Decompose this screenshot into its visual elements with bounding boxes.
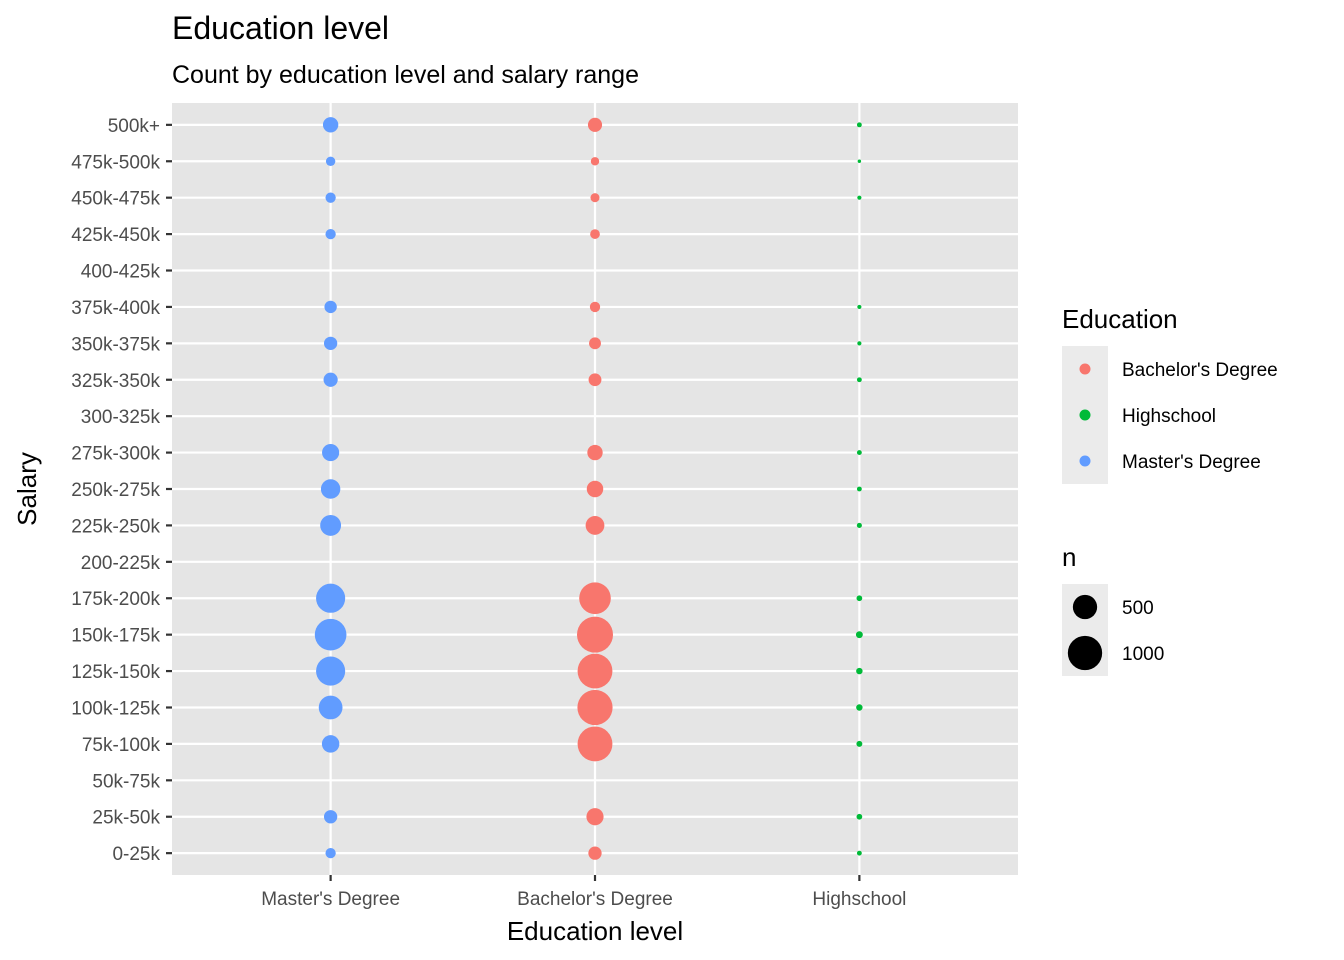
point-highschool-125k-150k [856, 667, 863, 675]
point-master-s-degree-0-25k [325, 848, 336, 859]
point-bachelor-s-degree-450k-475k [590, 193, 600, 203]
point-bachelor-s-degree-375k-400k [589, 301, 601, 313]
y-tick-label: 400-425k [81, 262, 161, 283]
point-master-s-degree-25k-50k [323, 810, 338, 824]
legend-education: Education Bachelor's Degree Highschool Mas… [1062, 304, 1278, 484]
y-tick-label: 25k-50k [92, 808, 160, 829]
point-highschool-275k-300k [856, 450, 862, 456]
point-highschool-250k-275k [856, 486, 862, 492]
legend-color-title: Education [1062, 304, 1178, 334]
point-highschool-225k-250k [856, 522, 862, 528]
y-tick-label: 250k-275k [71, 480, 160, 501]
point-bachelor-s-degree-125k-150k [577, 653, 613, 689]
point-master-s-degree-475k-500k [325, 156, 336, 166]
point-bachelor-s-degree-350k-375k [589, 337, 601, 350]
legend-label-bachelor-s-degree: Bachelor's Degree [1122, 360, 1278, 381]
y-tick-label: 125k-150k [71, 662, 160, 683]
point-highschool-75k-100k [856, 740, 863, 747]
y-tick-label: 150k-175k [71, 626, 160, 647]
point-bachelor-s-degree-100k-125k [577, 689, 613, 726]
x-axis: Master's Degree Bachelor's Degree Highscho… [261, 875, 906, 910]
y-axis-title: Salary [12, 452, 42, 526]
point-master-s-degree-350k-375k [323, 336, 338, 350]
legend-size-key-1000 [1067, 635, 1103, 671]
point-bachelor-s-degree-500k [587, 117, 603, 132]
point-master-s-degree-500k [322, 117, 339, 133]
point-master-s-degree-325k-350k [323, 372, 338, 387]
data-points [314, 117, 863, 860]
legend-size-label-500: 500 [1122, 598, 1154, 619]
y-tick-label: 325k-350k [71, 371, 160, 392]
point-highschool-350k-375k [857, 341, 862, 346]
y-tick-label: 425k-450k [71, 225, 160, 246]
y-tick-label: 0-25k [112, 844, 160, 865]
point-highschool-100k-125k [856, 704, 863, 711]
point-highschool-500k [856, 122, 862, 128]
point-master-s-degree-75k-100k [321, 735, 340, 753]
legend-size-title: n [1062, 542, 1076, 572]
y-tick-label: 100k-125k [71, 698, 160, 719]
point-bachelor-s-degree-175k-200k [579, 582, 611, 615]
y-tick-label: 375k-400k [71, 298, 160, 319]
y-tick-label: 200-225k [81, 553, 161, 574]
point-bachelor-s-degree-0-25k [588, 846, 602, 860]
point-highschool-0-25k [856, 850, 862, 856]
legend-size-label-1000: 1000 [1122, 644, 1164, 665]
point-master-s-degree-175k-200k [316, 583, 346, 613]
point-master-s-degree-150k-175k [314, 618, 347, 651]
y-tick-label: 175k-200k [71, 589, 160, 610]
x-axis-title: Education level [507, 916, 683, 946]
point-master-s-degree-375k-400k [324, 300, 337, 314]
y-tick-label: 75k-100k [82, 735, 161, 756]
x-tick-label: Highschool [812, 889, 906, 910]
legend-key-bachelor-s-degree [1079, 363, 1091, 375]
y-tick-label: 275k-300k [71, 444, 160, 465]
point-bachelor-s-degree-475k-500k [590, 157, 600, 166]
point-highschool-475k-500k [857, 159, 862, 163]
y-tick-label: 300-325k [81, 407, 161, 428]
point-bachelor-s-degree-250k-275k [586, 480, 604, 498]
point-master-s-degree-225k-250k [320, 514, 342, 536]
point-bachelor-s-degree-275k-300k [587, 444, 603, 461]
point-bachelor-s-degree-425k-450k [590, 229, 600, 239]
point-bachelor-s-degree-225k-250k [585, 516, 605, 535]
point-highschool-150k-175k [855, 631, 863, 639]
legend-label-master-s-degree: Master's Degree [1122, 452, 1261, 473]
point-master-s-degree-250k-275k [320, 479, 341, 499]
point-bachelor-s-degree-25k-50k [586, 808, 604, 826]
point-master-s-degree-425k-450k [325, 228, 336, 240]
point-bachelor-s-degree-75k-100k [577, 726, 613, 762]
chart-subtitle: Count by education level and salary rang… [172, 61, 639, 89]
x-tick-label: Master's Degree [261, 889, 400, 910]
y-tick-label: 500k+ [108, 116, 160, 137]
y-tick-label: 350k-375k [71, 334, 160, 355]
legend-key-highschool [1079, 409, 1091, 421]
point-master-s-degree-100k-125k [318, 695, 343, 720]
point-highschool-375k-400k [857, 304, 862, 310]
y-tick-label: 50k-75k [92, 771, 160, 792]
point-bachelor-s-degree-325k-350k [588, 373, 602, 387]
point-highschool-450k-475k [857, 195, 862, 200]
legend-size: n 500 1000 [1062, 542, 1164, 676]
point-bachelor-s-degree-150k-175k [577, 616, 613, 653]
y-tick-label: 450k-475k [71, 189, 160, 210]
legend-key-master-s-degree [1079, 455, 1091, 467]
point-highschool-25k-50k [856, 813, 863, 820]
point-highschool-325k-350k [856, 377, 862, 383]
chart-title: Education level [172, 10, 389, 46]
point-master-s-degree-450k-475k [325, 192, 336, 203]
y-tick-label: 475k-500k [71, 152, 160, 173]
point-highschool-175k-200k [856, 595, 863, 602]
y-axis: 0-25k 25k-50k 50k-75k 75k-100k 100k-125k 125k… [71, 116, 172, 865]
y-tick-label: 225k-250k [71, 516, 160, 537]
point-master-s-degree-125k-150k [316, 656, 346, 686]
x-tick-label: Bachelor's Degree [517, 889, 673, 910]
legend-label-highschool: Highschool [1122, 406, 1216, 427]
point-master-s-degree-275k-300k [322, 444, 340, 462]
legend-size-key-500 [1072, 594, 1098, 620]
